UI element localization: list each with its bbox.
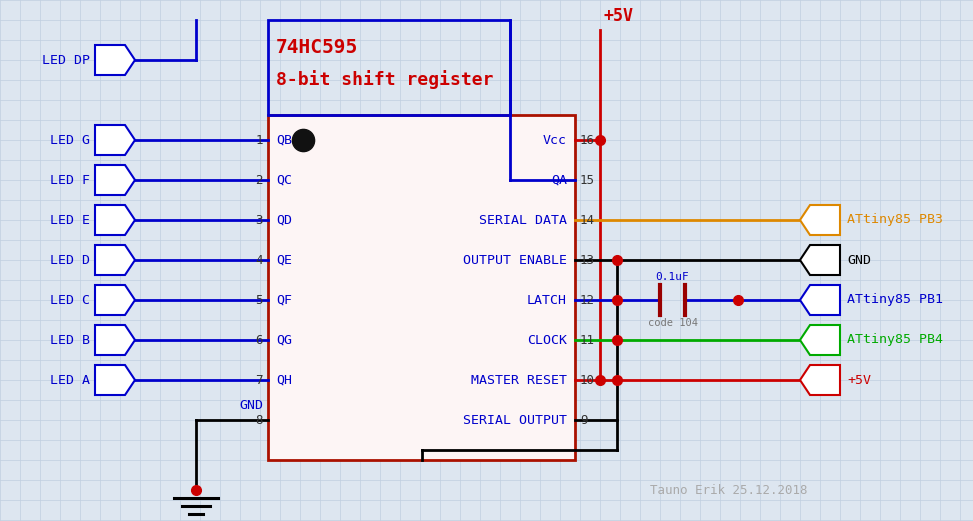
- Text: 11: 11: [580, 333, 595, 346]
- Text: 9: 9: [580, 414, 588, 427]
- Text: 2: 2: [256, 173, 263, 187]
- Text: LED B: LED B: [50, 333, 90, 346]
- Polygon shape: [800, 205, 840, 235]
- Text: 5: 5: [256, 293, 263, 306]
- Polygon shape: [95, 165, 135, 195]
- Text: LED A: LED A: [50, 374, 90, 387]
- Text: SERIAL OUTPUT: SERIAL OUTPUT: [463, 414, 567, 427]
- Text: 15: 15: [580, 173, 595, 187]
- Text: ATtiny85 PB3: ATtiny85 PB3: [847, 214, 943, 227]
- Text: 13: 13: [580, 254, 595, 267]
- Text: 7: 7: [256, 374, 263, 387]
- Text: LED D: LED D: [50, 254, 90, 267]
- Text: QF: QF: [276, 293, 292, 306]
- Polygon shape: [95, 205, 135, 235]
- Text: 4: 4: [256, 254, 263, 267]
- Text: code 104: code 104: [647, 318, 698, 328]
- Text: CLOCK: CLOCK: [527, 333, 567, 346]
- Polygon shape: [800, 285, 840, 315]
- Text: QD: QD: [276, 214, 292, 227]
- Polygon shape: [800, 325, 840, 355]
- Text: LED E: LED E: [50, 214, 90, 227]
- Text: LED F: LED F: [50, 173, 90, 187]
- Polygon shape: [95, 125, 135, 155]
- Text: QH: QH: [276, 374, 292, 387]
- Text: OUTPUT ENABLE: OUTPUT ENABLE: [463, 254, 567, 267]
- Text: LED G: LED G: [50, 133, 90, 146]
- Polygon shape: [95, 365, 135, 395]
- Bar: [268, 20, 510, 115]
- Text: 10: 10: [580, 374, 595, 387]
- Text: MASTER RESET: MASTER RESET: [471, 374, 567, 387]
- Polygon shape: [95, 45, 135, 75]
- Text: GND: GND: [239, 399, 263, 412]
- Bar: [268, 115, 575, 460]
- Text: 12: 12: [580, 293, 595, 306]
- Text: +5V: +5V: [604, 7, 634, 25]
- Text: 74HC595: 74HC595: [276, 38, 358, 57]
- Text: Tauno Erik 25.12.2018: Tauno Erik 25.12.2018: [650, 483, 808, 497]
- Text: Vcc: Vcc: [543, 133, 567, 146]
- Text: LATCH: LATCH: [527, 293, 567, 306]
- Text: 14: 14: [580, 214, 595, 227]
- Text: QE: QE: [276, 254, 292, 267]
- Text: SERIAL DATA: SERIAL DATA: [479, 214, 567, 227]
- Polygon shape: [95, 285, 135, 315]
- Text: ATtiny85 PB4: ATtiny85 PB4: [847, 333, 943, 346]
- Polygon shape: [95, 325, 135, 355]
- Text: LED C: LED C: [50, 293, 90, 306]
- Text: 0.1uF: 0.1uF: [656, 272, 690, 282]
- Polygon shape: [95, 245, 135, 275]
- Text: 3: 3: [256, 214, 263, 227]
- Text: QA: QA: [551, 173, 567, 187]
- Text: QB: QB: [276, 133, 292, 146]
- Polygon shape: [800, 365, 840, 395]
- Text: 8: 8: [256, 414, 263, 427]
- Text: 8-bit shift register: 8-bit shift register: [276, 70, 493, 89]
- Text: ATtiny85 PB1: ATtiny85 PB1: [847, 293, 943, 306]
- Polygon shape: [800, 245, 840, 275]
- Text: GND: GND: [847, 254, 871, 267]
- Text: QC: QC: [276, 173, 292, 187]
- Text: QG: QG: [276, 333, 292, 346]
- Text: LED DP: LED DP: [42, 54, 90, 67]
- Text: +5V: +5V: [847, 374, 871, 387]
- Text: 1: 1: [256, 133, 263, 146]
- Text: 6: 6: [256, 333, 263, 346]
- Text: 16: 16: [580, 133, 595, 146]
